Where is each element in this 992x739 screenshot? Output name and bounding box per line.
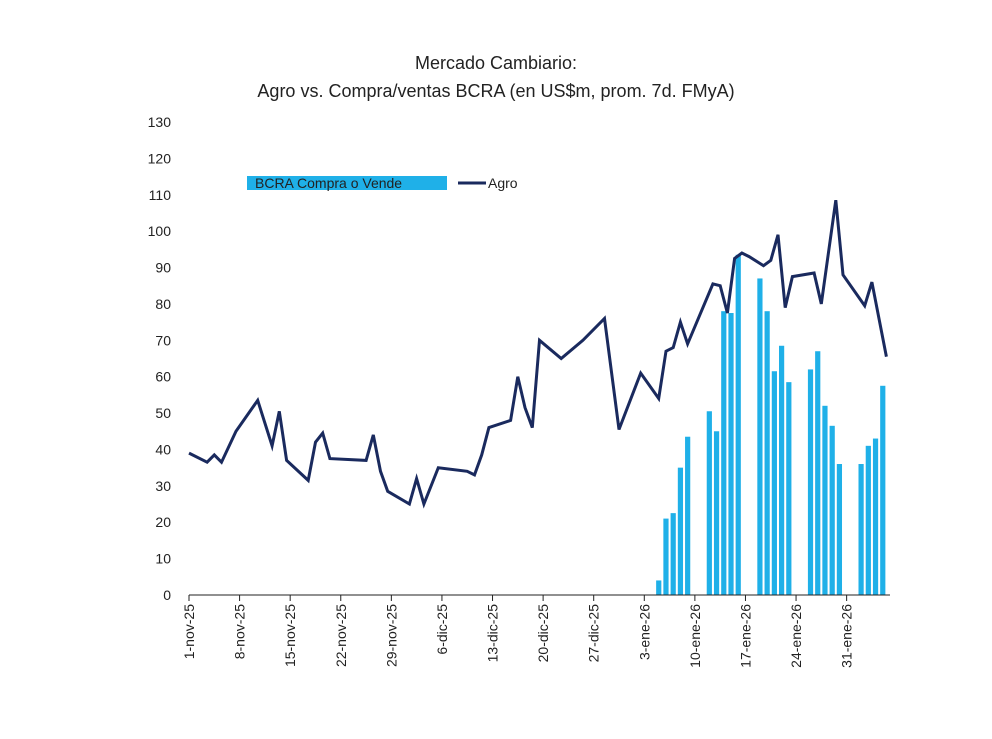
y-axis-tick-labels: 0 10 20 30 40 50 60 70 80 90 100 110 120 130 xyxy=(148,114,172,603)
bcra-bar xyxy=(706,411,712,595)
y-tick-label: 130 xyxy=(148,114,172,130)
bcra-bar xyxy=(865,445,871,595)
bcra-bar xyxy=(764,311,770,595)
x-tick-label: 1-nov-25 xyxy=(181,604,197,659)
x-tick-label: 24-ene-26 xyxy=(788,604,804,668)
bcra-bar xyxy=(858,464,864,595)
x-tick-label: 8-nov-25 xyxy=(232,604,248,659)
chart-title: Mercado Cambiario: xyxy=(415,53,577,73)
bcra-bar xyxy=(829,425,835,595)
x-tick-label: 22-nov-25 xyxy=(333,604,349,667)
legend-bar-swatch xyxy=(247,176,447,190)
bcra-bar xyxy=(656,580,662,595)
bcra-bar xyxy=(880,385,886,595)
legend-line-label: Agro xyxy=(488,175,518,191)
agro-line xyxy=(188,199,888,509)
bcra-bar xyxy=(778,345,785,595)
y-tick-label: 30 xyxy=(155,478,171,494)
bcra-bar xyxy=(771,371,777,595)
x-tick-label: 17-ene-26 xyxy=(737,604,753,668)
x-axis: 1-nov-25 8-nov-25 15-nov-25 22-nov-25 29-nov… xyxy=(181,594,890,668)
y-tick-label: 40 xyxy=(155,441,171,457)
bcra-bar xyxy=(807,369,814,595)
y-tick-label: 90 xyxy=(155,260,171,276)
bcra-bar xyxy=(670,513,676,595)
y-tick-label: 10 xyxy=(155,551,171,567)
chart-subtitle: Agro vs. Compra/ventas BCRA (en US$m, pr… xyxy=(257,81,734,101)
y-tick-label: 120 xyxy=(148,150,172,166)
y-tick-label: 20 xyxy=(155,514,171,530)
bcra-bar xyxy=(786,382,792,595)
x-tick-label: 3-ene-26 xyxy=(636,604,652,660)
bcra-bar xyxy=(713,431,720,595)
x-tick-label: 13-dic-25 xyxy=(485,604,501,663)
legend: BCRA Compra o Vende Agro xyxy=(247,175,518,191)
y-tick-label: 0 xyxy=(163,587,171,603)
bcra-bar xyxy=(735,254,741,596)
bcra-bar xyxy=(685,436,691,595)
y-tick-label: 80 xyxy=(155,296,171,312)
bcra-bar xyxy=(728,313,734,595)
x-tick-label: 29-nov-25 xyxy=(383,604,399,667)
x-tick-label: 10-ene-26 xyxy=(687,604,703,668)
legend-bar-label: BCRA Compra o Vende xyxy=(255,175,402,191)
y-tick-label: 110 xyxy=(149,187,172,203)
bcra-bar xyxy=(757,278,763,595)
x-tick-label: 31-ene-26 xyxy=(839,604,855,668)
x-tick-label: 15-nov-25 xyxy=(282,604,298,667)
bcra-bar xyxy=(822,405,828,595)
bcra-bar xyxy=(677,467,684,595)
x-tick-label: 6-dic-25 xyxy=(434,604,450,655)
y-tick-label: 70 xyxy=(155,332,171,348)
y-tick-label: 60 xyxy=(155,369,171,385)
y-tick-label: 100 xyxy=(148,223,172,239)
bcra-bar xyxy=(721,311,727,595)
bcra-bar xyxy=(815,351,821,595)
bcra-bars-series xyxy=(656,254,886,596)
x-tick-label: 27-dic-25 xyxy=(586,604,602,663)
x-tick-label: 20-dic-25 xyxy=(535,604,551,663)
y-tick-label: 50 xyxy=(155,405,171,421)
bcra-bar xyxy=(836,464,843,595)
agro-line-series xyxy=(188,199,888,509)
chart-title-block: Mercado Cambiario: Agro vs. Compra/venta… xyxy=(257,53,734,101)
bcra-bar xyxy=(872,438,879,595)
bcra-bar xyxy=(663,518,669,595)
